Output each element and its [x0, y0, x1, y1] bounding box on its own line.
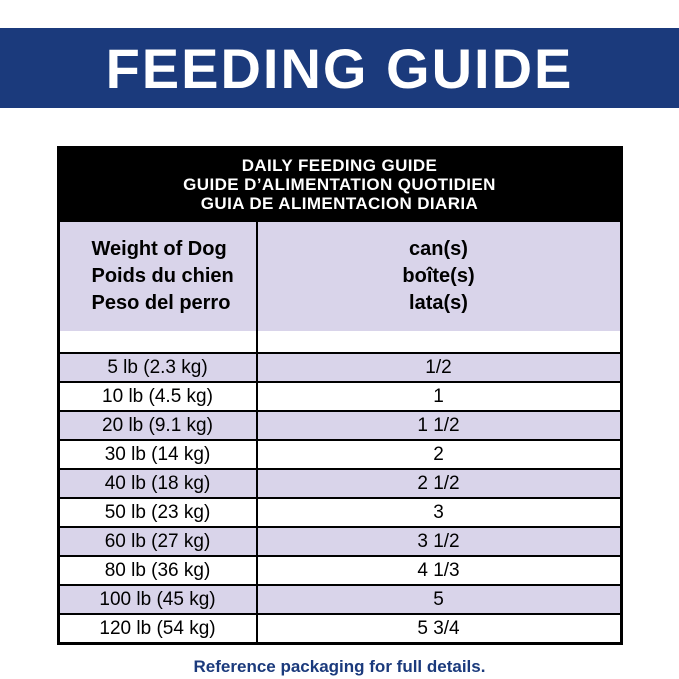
- table-row: 30 lb (14 kg) 2: [59, 439, 620, 468]
- weight-cell: 80 lb (36 kg): [60, 557, 258, 584]
- page: { "colors": { "banner_bg": "#1b3a7c", "b…: [0, 28, 679, 679]
- table-row: 10 lb (4.5 kg) 1: [59, 381, 620, 410]
- table-row: 50 lb (23 kg) 3: [59, 497, 620, 526]
- weight-cell: 5 lb (2.3 kg): [60, 354, 258, 381]
- table-row: 40 lb (18 kg) 2 1/2: [59, 468, 620, 497]
- footer-note: Reference packaging for full details.: [193, 657, 486, 676]
- table-title-line-en: DAILY FEEDING GUIDE: [241, 156, 438, 175]
- cans-cell: 1 1/2: [417, 414, 460, 436]
- cans-header-fr: boîte(s): [402, 265, 475, 287]
- weight-header-fr: Poids du chien: [91, 265, 234, 287]
- cans-cell: 5: [433, 588, 444, 610]
- weight-cell: 120 lb (54 kg): [60, 615, 258, 642]
- cans-header-es: lata(s): [409, 292, 468, 314]
- table-row: 60 lb (27 kg) 3 1/2: [59, 526, 620, 555]
- table-body: 5 lb (2.3 kg) 1/2 10 lb (4.5 kg) 1 20 lb…: [59, 352, 620, 642]
- table-row: 5 lb (2.3 kg) 1/2: [59, 352, 620, 381]
- column-header-row: Weight of Dog Poids du chien Peso del pe…: [59, 222, 620, 331]
- feeding-guide-table: DAILY FEEDING GUIDE GUIDE D’ALIMENTATION…: [56, 146, 623, 645]
- page-title: FEEDING GUIDE: [105, 36, 574, 100]
- cans-cell: 2 1/2: [417, 472, 460, 494]
- weight-header-en: Weight of Dog: [91, 238, 227, 260]
- weight-cell: 20 lb (9.1 kg): [60, 412, 258, 439]
- table-title: DAILY FEEDING GUIDE GUIDE D’ALIMENTATION…: [59, 149, 620, 222]
- weight-column-header: Weight of Dog Poids du chien Peso del pe…: [60, 222, 258, 331]
- table-row: 120 lb (54 kg) 5 3/4: [59, 613, 620, 642]
- table-row: 80 lb (36 kg) 4 1/3: [59, 555, 620, 584]
- cans-cell: 2: [433, 443, 444, 465]
- feeding-guide-banner: FEEDING GUIDE: [0, 28, 679, 108]
- cans-cell: 4 1/3: [417, 559, 460, 581]
- table-title-line-fr: GUIDE D’ALIMENTATION QUOTIDIEN: [183, 175, 496, 194]
- weight-cell: 10 lb (4.5 kg): [60, 383, 258, 410]
- weight-cell: 30 lb (14 kg): [60, 441, 258, 468]
- header-spacer-row: [59, 331, 620, 352]
- weight-cell: 100 lb (45 kg): [60, 586, 258, 613]
- weight-cell: 40 lb (18 kg): [60, 470, 258, 497]
- cans-cell: 5 3/4: [417, 617, 460, 639]
- weight-header-es: Peso del perro: [91, 292, 231, 314]
- table-title-line-es: GUIA DE ALIMENTACION DIARIA: [200, 194, 479, 213]
- cans-header-en: can(s): [409, 238, 468, 260]
- cans-cell: 3: [433, 501, 444, 523]
- table-row: 20 lb (9.1 kg) 1 1/2: [59, 410, 620, 439]
- weight-cell: 60 lb (27 kg): [60, 528, 258, 555]
- cans-cell: 1: [433, 385, 444, 407]
- cans-cell: 1/2: [425, 356, 452, 378]
- cans-cell: 3 1/2: [417, 530, 460, 552]
- cans-column-header: can(s) boîte(s) lata(s): [258, 222, 620, 331]
- table-row: 100 lb (45 kg) 5: [59, 584, 620, 613]
- weight-cell: 50 lb (23 kg): [60, 499, 258, 526]
